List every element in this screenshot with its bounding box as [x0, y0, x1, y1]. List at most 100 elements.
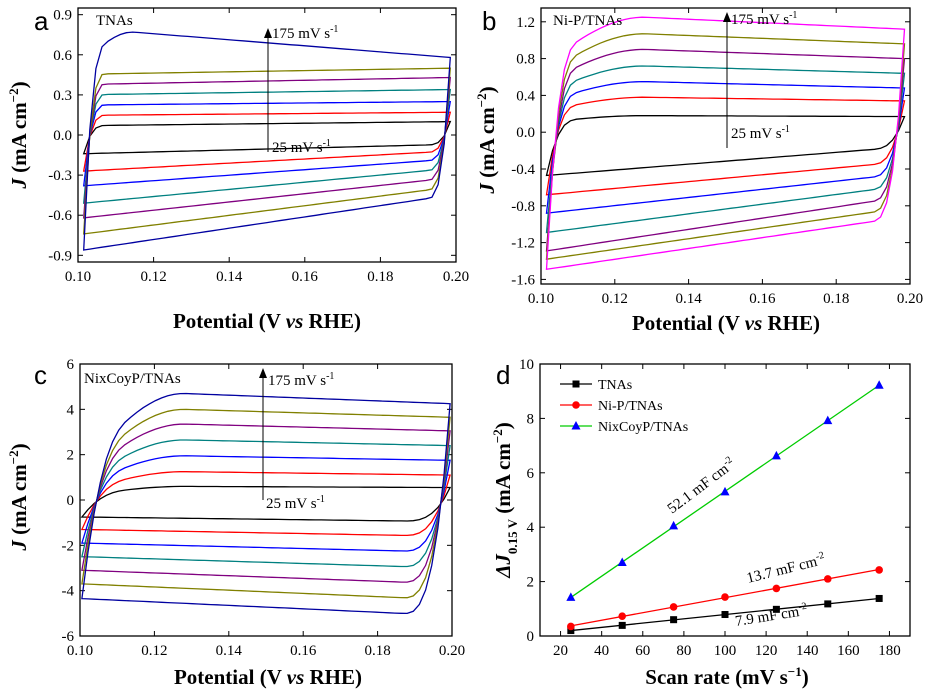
panel-d-y-tick-label: 4 [527, 520, 535, 536]
panel-c-y-tick-label: 0 [67, 493, 75, 509]
panel-b-cv-curve-50 [545, 96, 906, 196]
panel-c-cv-curve-50 [80, 471, 451, 537]
panel-b-annotation-top-text: 175 mV s [731, 12, 789, 28]
panel-a-annotation-top-sup: -1 [330, 24, 338, 35]
panel-d-legend-label-0: TNAs [598, 378, 632, 393]
panel-c-y-tick-label: 2 [67, 448, 75, 464]
panel-c-cv-nicop: 0.10 0.12 0.14 0.16 0.18 0.20 -6 -4 -2 0 2 4 6 NixCoy… [6, 357, 465, 689]
panel-d-x-tick-label: 20 [553, 643, 568, 659]
panel-a-y-tick-label: -0.3 [48, 168, 72, 184]
panel-d-y-tick-label: 10 [519, 357, 534, 373]
panel-label-c: c [34, 360, 47, 390]
panel-d-x-tick-label: 140 [796, 643, 819, 659]
panel-d-point-tnas [567, 627, 575, 635]
panel-d-legend-marker-nicop [571, 421, 581, 430]
panel-c-annotation-top-text: 175 mV s [268, 373, 326, 389]
panel-b-xlabel-part2: RHE) [762, 311, 820, 335]
panel-d-legend-label-1: Ni-P/TNAs [598, 399, 663, 414]
panel-a-ylabel-j: J [7, 177, 31, 190]
panel-d-x-tick-label: 120 [755, 643, 778, 659]
panel-d-x-tick-label: 100 [714, 643, 737, 659]
panel-c-y-tick-label: 4 [67, 402, 75, 418]
panel-d-point-nip [772, 584, 781, 593]
panel-c-y-tick-label: 6 [67, 357, 75, 373]
panel-c-y-tick-label: -4 [62, 584, 75, 600]
panel-d-y-tick-label: 0 [527, 629, 535, 645]
panel-d-legend-marker-tnas [572, 380, 580, 388]
panel-a-cv-curve-175 [83, 31, 451, 251]
panel-a-cv-curve-75 [82, 100, 452, 187]
panel-a-xlabel: Potential (V vs RHE) [173, 309, 361, 333]
panel-a-cv-curve-25 [82, 120, 452, 155]
panel-b-xlabel-vs: vs [745, 311, 763, 335]
panel-c-cv-curve-175 [81, 392, 451, 615]
panel-b-cv-curve-75 [545, 80, 906, 214]
panel-c-ylabel-sup: −2 [6, 450, 21, 464]
panel-c-cv-curve-25 [80, 485, 452, 522]
panel-d-x-tick-label: 60 [635, 643, 650, 659]
panel-a-ylabel: J (mA cm−2) [6, 81, 31, 189]
panel-c-x-tick-label: 0.20 [439, 643, 465, 659]
panel-d-ylabel-close: ) [491, 422, 515, 429]
panel-b-cv-curve-25 [545, 114, 906, 177]
panel-c-x-tick-label: 0.12 [141, 643, 167, 659]
panel-d-x-tick-label: 160 [837, 643, 860, 659]
panel-b-xlabel-part1: Potential (V [632, 311, 745, 335]
panel-a-x-tick-label: 0.10 [65, 269, 91, 285]
panel-d-slope-tnas: 7.9 mF cm-2 [734, 601, 809, 630]
panel-b-cv-nip: 0.10 0.12 0.14 0.16 0.18 0.20 -1.6 -1.2 -0.8 -0.4… [474, 7, 923, 335]
panel-a-x-tick-label: 0.20 [443, 269, 469, 285]
panel-d-ylabel-dj: ΔJ [491, 553, 515, 579]
panel-d-point-nip [567, 622, 575, 631]
panel-d-slope-tnas-sup: -2 [798, 601, 808, 613]
panel-d-ylabel-unit: (mA cm [491, 443, 515, 519]
panel-d-point-tnas [618, 621, 626, 629]
panel-d-slope-nip-sup: -2 [815, 550, 826, 563]
panel-d-y-tick-label: 6 [527, 466, 535, 482]
panel-b-annotation-top-sup: -1 [789, 10, 797, 21]
panel-a-x-tick-label: 0.12 [140, 269, 166, 285]
panel-a-xlabel-vs: vs [286, 309, 304, 333]
panel-c-ylabel-unit: (mA cm [7, 464, 31, 540]
panel-c-x-tick-label: 0.18 [364, 643, 390, 659]
panel-b-ylabel-unit: (mA cm [475, 107, 499, 183]
panel-b-y-tick-label: 0.8 [516, 52, 535, 68]
panel-b-y-tick-label: -1.6 [511, 272, 535, 288]
panel-d-y-tick-label: 2 [527, 575, 535, 591]
panel-c-arrow-head [259, 368, 267, 378]
panel-c-cv-curve-125 [81, 423, 451, 583]
panel-b-cv-curve-150 [545, 33, 906, 260]
panel-b-x-tick-label: 0.20 [897, 291, 923, 307]
panel-d-point-nicop [617, 557, 627, 567]
panel-c-cv-curve-75 [81, 455, 451, 552]
panel-a-y-tick-label: -0.9 [48, 248, 72, 264]
panel-d-point-nip [618, 612, 627, 620]
panel-b-cv-curve-125 [545, 48, 906, 252]
panel-b-ylabel-sup: −2 [474, 93, 489, 107]
panel-a-ylabel-sup: −2 [6, 88, 21, 102]
panel-b-cv-curve-100 [545, 65, 906, 234]
panel-d-legend-label-2: NixCoyP/TNAs [598, 420, 688, 435]
panel-d-point-nip [823, 575, 832, 583]
panel-d-point-nicop [771, 450, 781, 460]
panel-a-xlabel-part2: RHE) [303, 309, 361, 333]
panel-c-annotation-bottom-sup: -1 [317, 494, 325, 505]
panel-c-x-tick-label: 0.16 [290, 643, 317, 659]
panel-d-x-tick-label: 80 [676, 643, 691, 659]
panel-d-point-tnas [875, 594, 883, 602]
panel-d-xlabel-close: ) [802, 665, 809, 689]
panel-d-point-nicop [874, 380, 884, 389]
panel-c-sample-label: NixCoyP/TNAs [84, 371, 181, 387]
panel-d-point-nicop [669, 520, 679, 530]
panel-a-x-tick-label: 0.18 [367, 269, 393, 285]
panel-c-annotation-top-sup: -1 [326, 371, 334, 382]
panel-b-annotation-bottom: 25 mV s-1 [731, 124, 790, 142]
panel-b-y-tick-label: 0.4 [516, 88, 535, 104]
panel-a-cv-curve-125 [82, 76, 452, 219]
panel-a-xlabel-part1: Potential (V [173, 309, 286, 333]
panel-d-slope-tnas-text: 7.9 mF cm [734, 604, 801, 630]
panel-b-ylabel: J (mA cm−2) [474, 86, 499, 194]
panel-a-plot-frame [77, 7, 457, 263]
panel-c-x-tick-label: 0.10 [67, 643, 93, 659]
